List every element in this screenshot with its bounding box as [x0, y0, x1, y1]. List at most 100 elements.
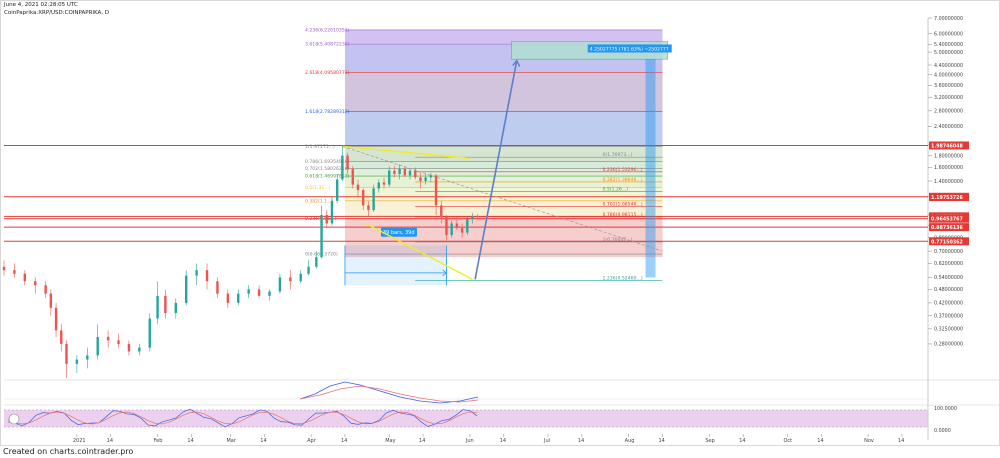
- candle-body: [341, 155, 344, 180]
- candle-body: [419, 177, 422, 181]
- projection-arrowhead: [512, 59, 521, 67]
- candle-body: [460, 227, 464, 233]
- fib-extension-label: 0.382(1.1...): [305, 198, 334, 204]
- projection-arrow: [474, 60, 518, 280]
- candle-body: [34, 281, 37, 286]
- x-tick-label: 14: [739, 438, 745, 444]
- fib-extension-label: 1(1.97175...): [305, 144, 335, 150]
- candle-body: [65, 343, 68, 364]
- candle-body: [148, 318, 151, 348]
- candle-body: [367, 205, 370, 211]
- price-badge-bg: [929, 223, 969, 232]
- y-tick-label: 1.40000000: [934, 179, 963, 185]
- fib-retracement-label: 0.382(1.38648...): [603, 177, 643, 183]
- stochastic-top-label: 100.0000: [934, 406, 957, 412]
- projection-label-bg: [587, 44, 672, 53]
- fib-extension-label: 1.618(2.78289312): [305, 109, 350, 115]
- x-tick-label: 14: [659, 438, 665, 444]
- price-badge-bg: [929, 141, 969, 150]
- y-tick-label: 1.60000000: [934, 165, 963, 171]
- candle-body: [299, 273, 302, 282]
- candle-body: [138, 347, 141, 352]
- price-badge: 0.96453767: [931, 217, 963, 223]
- y-tick-label: 3.20000000: [934, 95, 963, 101]
- y-tick-label: 7.00000000: [934, 16, 963, 22]
- candle-body: [184, 275, 188, 303]
- x-tick-label: Jul: [543, 438, 550, 444]
- x-tick-label: 14: [341, 438, 347, 444]
- candle-body: [372, 188, 375, 211]
- candle-body: [393, 170, 396, 174]
- candle-body: [325, 215, 328, 224]
- fib-retracement-label: 0.5(1.26...): [603, 186, 629, 192]
- candle-body: [377, 182, 381, 189]
- candle-body: [429, 175, 433, 178]
- candle-body: [278, 277, 282, 292]
- candle-body: [476, 216, 479, 218]
- candle-body: [247, 289, 250, 294]
- y-tick-label: 1.80000000: [934, 153, 963, 159]
- candle-body: [450, 223, 453, 236]
- fib-extension-zone: [344, 200, 663, 219]
- candle-body: [117, 340, 120, 344]
- fib-extension-label: 0.5(1.31...): [305, 185, 331, 191]
- fib-extension-zone: [344, 187, 663, 201]
- candle-body: [471, 216, 474, 220]
- macd-signal-line: [299, 385, 479, 403]
- candle-body: [403, 168, 407, 176]
- candle-body: [75, 359, 79, 364]
- y-tick-label: 2.40000000: [934, 124, 963, 130]
- price-badge: 1.19753726: [931, 195, 964, 201]
- x-tick-label: Apr: [307, 438, 317, 444]
- fib-extension-zone: [344, 161, 663, 169]
- projection-label: 4.25027775 (781.63%) ~2502777: [590, 47, 669, 53]
- bars-range-box: [344, 245, 447, 286]
- fib-extension-zone: [344, 254, 663, 258]
- y-tick-label: 4.40000000: [934, 63, 963, 69]
- candle-body: [156, 295, 159, 319]
- candle-body: [351, 168, 354, 185]
- candle-body: [315, 257, 318, 267]
- candle-body: [257, 289, 261, 296]
- y-tick-label: 0.32500000: [934, 327, 963, 333]
- fib-retracement-label: 1(0.76647...): [603, 237, 633, 243]
- candle-body: [307, 266, 310, 274]
- y-tick-label: 0.54000000: [934, 275, 963, 281]
- bars-range-label: 39 bars, 39d: [383, 230, 415, 236]
- fib-extension-label: 4.236(6.22010351): [305, 27, 350, 33]
- candle-body: [106, 336, 110, 341]
- stochastic-band: [4, 410, 928, 427]
- candle-body: [195, 270, 198, 276]
- y-tick-label: 4.00000000: [934, 72, 963, 78]
- candle-body: [205, 270, 209, 282]
- x-tick-label: 14: [500, 438, 506, 444]
- footer-credit: Created on charts.cointrader.pro: [3, 447, 134, 456]
- candle-body: [466, 219, 469, 233]
- y-tick-label: 5.40000000: [934, 42, 963, 48]
- y-tick-label: 0.28000000: [934, 342, 963, 348]
- candle-body: [226, 293, 230, 303]
- candle-body: [388, 170, 391, 185]
- candle-body: [398, 168, 401, 174]
- y-tick-label: 3.60000000: [934, 83, 963, 89]
- y-tick-label: 0.48000000: [934, 287, 963, 293]
- candle-body: [268, 291, 271, 296]
- price-badge-bg: [929, 237, 969, 246]
- candle-body: [127, 343, 131, 352]
- fib-extension-zone: [344, 168, 663, 177]
- x-tick-label: 2021: [73, 438, 86, 444]
- candle-body: [44, 285, 47, 294]
- fib-extension-zone: [344, 146, 663, 162]
- fib-retracement-label: 0.702(1.08546...): [603, 202, 643, 208]
- candle-body: [216, 281, 219, 294]
- stochastic-bottom-label: 0.0000: [934, 428, 951, 434]
- triangle-lower-line: [365, 222, 473, 280]
- x-tick-label: 14: [107, 438, 113, 444]
- fib-extension-label: 2.618(4.09580771): [305, 70, 350, 76]
- y-tick-label: 0.70000000: [934, 249, 963, 255]
- x-tick-label: Nov: [864, 438, 874, 444]
- triangle-upper-line: [342, 145, 470, 160]
- dashed-trend-line: [342, 146, 663, 252]
- candle-body: [49, 293, 53, 308]
